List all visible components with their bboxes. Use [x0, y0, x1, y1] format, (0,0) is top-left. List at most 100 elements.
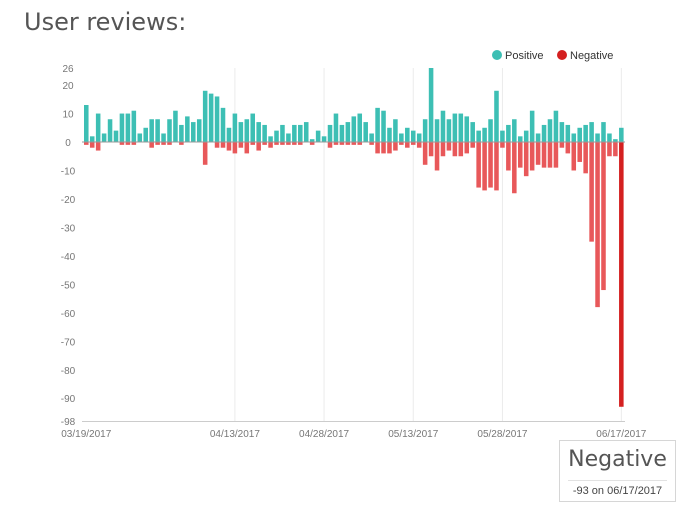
bar-negative[interactable] — [131, 142, 137, 145]
bar-negative[interactable] — [95, 142, 101, 151]
bar-positive[interactable] — [202, 90, 208, 143]
bar-positive[interactable] — [416, 133, 422, 143]
bar-positive[interactable] — [589, 122, 594, 143]
bar-negative[interactable] — [125, 142, 131, 145]
bar-negative[interactable] — [613, 142, 618, 157]
bar-positive[interactable] — [446, 119, 452, 143]
bar-positive[interactable] — [268, 136, 273, 143]
bar-positive[interactable] — [131, 110, 137, 143]
bar-negative[interactable] — [268, 142, 273, 148]
bar-negative[interactable] — [428, 142, 434, 157]
legend-positive-label[interactable]: Positive — [505, 50, 544, 62]
bar-positive[interactable] — [458, 113, 464, 143]
bar-positive[interactable] — [333, 113, 339, 143]
bar-positive[interactable] — [286, 133, 291, 143]
bar-positive[interactable] — [107, 119, 113, 143]
bar-positive[interactable] — [327, 124, 333, 143]
bar-positive[interactable] — [607, 133, 612, 143]
bar-positive[interactable] — [339, 124, 345, 143]
bar-negative[interactable] — [375, 142, 380, 154]
bar-negative[interactable] — [357, 142, 363, 145]
bar-negative[interactable] — [512, 142, 517, 194]
bar-negative[interactable] — [393, 142, 398, 151]
bar-negative[interactable] — [155, 142, 160, 145]
bar-positive[interactable] — [125, 113, 131, 143]
bar-positive[interactable] — [208, 93, 214, 143]
bar-negative[interactable] — [529, 142, 535, 171]
bar-positive[interactable] — [214, 96, 220, 143]
bar-positive[interactable] — [167, 119, 172, 143]
bar-positive[interactable] — [351, 116, 357, 143]
bar-negative[interactable] — [214, 142, 220, 148]
bar-positive[interactable] — [220, 107, 226, 143]
bar-negative[interactable] — [161, 142, 166, 145]
bar-negative[interactable] — [167, 142, 172, 145]
bar-negative[interactable] — [179, 142, 184, 145]
bar-negative[interactable] — [309, 142, 315, 145]
bar-positive[interactable] — [238, 122, 244, 143]
bar-negative[interactable] — [571, 142, 577, 171]
bar-negative[interactable] — [506, 142, 511, 171]
bar-positive[interactable] — [244, 119, 250, 143]
bar-negative[interactable] — [595, 142, 600, 308]
bar-positive[interactable] — [553, 110, 559, 143]
bar-negative[interactable] — [327, 142, 333, 148]
bar-negative[interactable] — [369, 142, 374, 145]
bar-negative[interactable] — [89, 142, 95, 148]
bar-negative[interactable] — [202, 142, 208, 165]
bar-positive[interactable] — [375, 107, 380, 143]
bar-positive[interactable] — [119, 113, 125, 143]
bar-positive[interactable] — [529, 110, 535, 143]
bar-positive[interactable] — [173, 110, 178, 143]
bar-negative[interactable] — [547, 142, 553, 168]
bar-negative[interactable] — [262, 142, 267, 145]
bar-positive[interactable] — [298, 124, 303, 143]
bar-positive[interactable] — [369, 133, 374, 143]
bar-negative[interactable] — [619, 142, 624, 407]
bar-negative[interactable] — [422, 142, 428, 165]
bar-negative[interactable] — [482, 142, 487, 191]
bar-negative[interactable] — [607, 142, 612, 157]
bar-positive[interactable] — [422, 119, 428, 143]
bar-negative[interactable] — [583, 142, 588, 174]
bar-negative[interactable] — [351, 142, 357, 145]
bar-positive[interactable] — [565, 124, 571, 143]
bar-positive[interactable] — [535, 133, 541, 143]
bar-positive[interactable] — [428, 68, 434, 143]
bar-negative[interactable] — [500, 142, 505, 148]
bar-negative[interactable] — [119, 142, 125, 145]
bar-negative[interactable] — [405, 142, 410, 148]
bar-positive[interactable] — [196, 119, 202, 143]
bar-negative[interactable] — [238, 142, 244, 148]
bar-positive[interactable] — [191, 122, 196, 143]
bar-negative[interactable] — [601, 142, 606, 291]
bar-negative[interactable] — [244, 142, 250, 154]
bar-positive[interactable] — [292, 124, 297, 143]
bar-positive[interactable] — [84, 105, 89, 143]
bar-positive[interactable] — [250, 113, 256, 143]
bar-positive[interactable] — [434, 119, 440, 143]
bar-positive[interactable] — [226, 127, 232, 143]
bar-positive[interactable] — [185, 116, 190, 143]
bar-positive[interactable] — [387, 127, 392, 143]
bar-positive[interactable] — [464, 116, 470, 143]
bar-negative[interactable] — [565, 142, 571, 154]
bar-positive[interactable] — [506, 124, 511, 143]
bar-negative[interactable] — [440, 142, 446, 157]
bar-negative[interactable] — [434, 142, 440, 171]
bar-negative[interactable] — [458, 142, 464, 157]
bar-negative[interactable] — [589, 142, 594, 242]
bar-positive[interactable] — [149, 119, 154, 143]
bar-negative[interactable] — [345, 142, 351, 145]
bar-negative[interactable] — [399, 142, 404, 145]
bar-positive[interactable] — [559, 122, 565, 143]
bar-negative[interactable] — [541, 142, 547, 168]
bar-positive[interactable] — [399, 133, 404, 143]
bar-negative[interactable] — [256, 142, 261, 151]
legend-negative-label[interactable]: Negative — [570, 50, 613, 62]
bar-negative[interactable] — [517, 142, 523, 168]
bar-negative[interactable] — [381, 142, 386, 154]
bar-positive[interactable] — [547, 119, 553, 143]
bar-positive[interactable] — [613, 139, 618, 143]
bar-positive[interactable] — [143, 127, 148, 143]
